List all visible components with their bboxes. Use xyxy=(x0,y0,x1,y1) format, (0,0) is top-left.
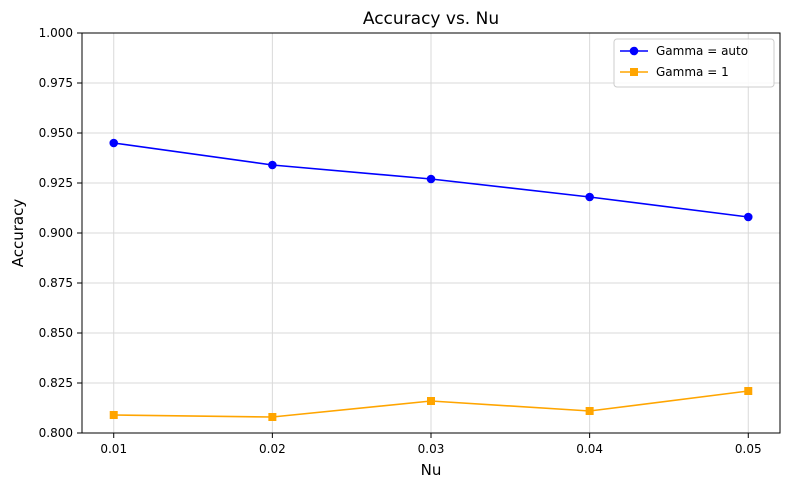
y-tick-label: 0.875 xyxy=(39,276,73,290)
y-tick-label: 0.925 xyxy=(39,176,73,190)
x-tick-label: 0.03 xyxy=(418,442,445,456)
x-tick-label: 0.04 xyxy=(576,442,603,456)
y-tick-label: 0.800 xyxy=(39,426,73,440)
data-point-1 xyxy=(743,212,753,222)
legend-box xyxy=(613,38,775,88)
y-axis-ticks: 0.800 0.825 0.850 0.875 0.900 0.925 0.950 0.975… xyxy=(39,26,82,440)
data-point-2 xyxy=(109,411,118,419)
legend-label-1: Gamma = auto xyxy=(656,44,748,58)
x-tick-label: 0.05 xyxy=(735,442,762,456)
legend-marker-2 xyxy=(630,68,638,76)
data-point-2 xyxy=(427,397,435,405)
data-point-1 xyxy=(426,174,436,184)
x-axis-ticks: 0.01 0.02 0.03 0.04 0.05 xyxy=(100,433,762,456)
y-tick-label: 0.975 xyxy=(39,76,73,90)
y-tick-label: 0.900 xyxy=(39,226,73,240)
legend: Gamma = auto Gamma = 1 xyxy=(613,38,775,88)
grid-lines xyxy=(82,32,780,434)
y-tick-label: 1.000 xyxy=(39,26,73,40)
x-tick-label: 0.02 xyxy=(259,442,286,456)
data-point-2 xyxy=(268,413,277,421)
series-layer xyxy=(109,138,753,421)
legend-label-2: Gamma = 1 xyxy=(656,65,729,79)
data-point-1 xyxy=(585,192,594,202)
data-point-2 xyxy=(744,387,753,395)
data-point-1 xyxy=(109,138,119,148)
chart-title: Accuracy vs. Nu xyxy=(363,9,499,29)
y-axis-title: Accuracy xyxy=(9,199,27,268)
y-tick-label: 0.825 xyxy=(39,376,73,390)
x-tick-label: 0.01 xyxy=(100,442,127,456)
y-tick-label: 0.850 xyxy=(39,326,73,340)
x-axis-title: Nu xyxy=(421,461,442,479)
data-point-1 xyxy=(268,160,277,170)
y-tick-label: 0.950 xyxy=(39,126,73,140)
data-point-2 xyxy=(585,407,594,415)
legend-marker-1 xyxy=(629,46,639,56)
